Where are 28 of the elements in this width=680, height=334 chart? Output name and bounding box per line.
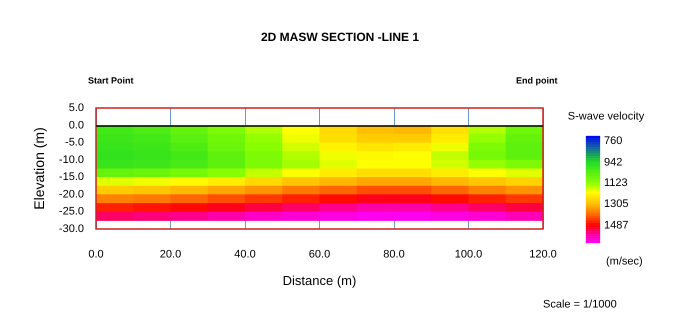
y-tick-label: -10.0 [58, 154, 84, 166]
text: Scale = 1/1000 [543, 298, 617, 310]
y-axis-title: Elevation (m) [31, 127, 47, 210]
y-tick-label: -25.0 [58, 206, 84, 218]
x-tick-label: 0.0 [88, 248, 104, 260]
y-tick-label: -15.0 [58, 171, 84, 184]
x-tick-label: 40.0 [234, 248, 256, 260]
x-tick-label: 60.0 [308, 248, 330, 260]
y-tick-label: -5.0 [65, 136, 84, 149]
text: Start Point [88, 76, 134, 86]
color-bar-label: 1487 [604, 219, 628, 232]
text: (m/sec) [606, 256, 643, 268]
color-bar-title: S-wave velocity [568, 110, 645, 122]
x-tick-label: 20.0 [160, 248, 182, 260]
y-tick-label: 5.0 [68, 102, 84, 114]
x-tick-label: 100.0 [454, 248, 482, 260]
color-bar-label: 942 [604, 156, 622, 168]
color-bar-label: 1305 [604, 198, 628, 210]
y-tick-label: -30.0 [58, 223, 84, 235]
y-tick-label: 0.0 [68, 119, 84, 132]
color-bar-label: 1123 [604, 177, 628, 190]
x-tick-label: 80.0 [383, 248, 405, 260]
color-bar-label: 760 [604, 135, 622, 148]
text: End point [516, 76, 558, 86]
x-axis-title: Distance (m) [282, 273, 356, 288]
chart-title: 2D MASW SECTION -LINE 1 [260, 30, 420, 44]
x-tick-label: 120.0 [529, 248, 557, 260]
y-tick-label: -20.0 [58, 188, 84, 200]
